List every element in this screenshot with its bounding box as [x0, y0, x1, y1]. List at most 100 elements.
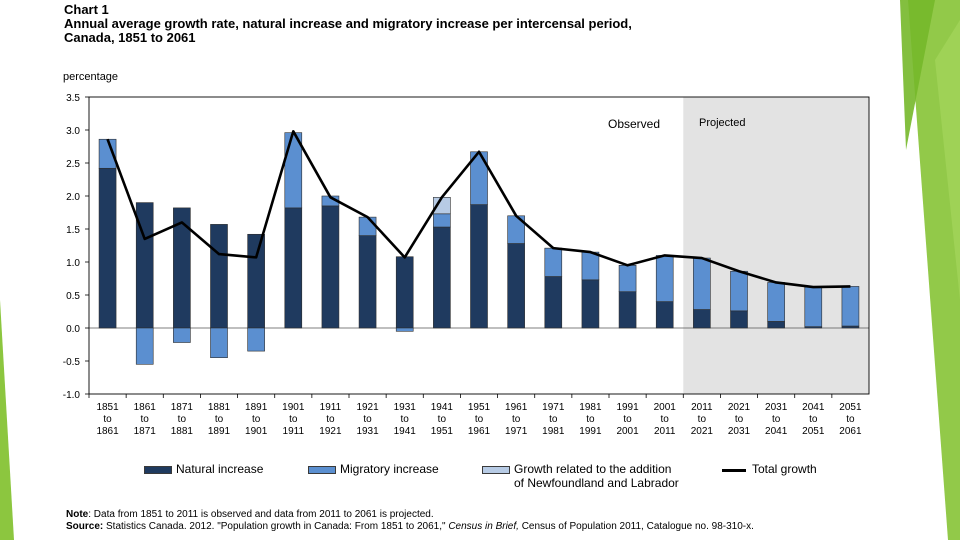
- x-tick-label: to: [661, 414, 670, 425]
- footnote: Note: Data from 1851 to 2011 is observed…: [66, 509, 754, 533]
- x-tick-label: 1911: [320, 402, 342, 413]
- bar-migratory: [544, 247, 563, 277]
- bar-natural: [693, 309, 711, 329]
- bar-migratory: [173, 327, 191, 343]
- x-tick-label: to: [846, 414, 855, 425]
- legend-label-total: Total growth: [752, 462, 817, 476]
- y-tick-label: 2.5: [66, 159, 80, 170]
- x-tick-label: 2051: [802, 426, 825, 437]
- bar-natural: [544, 276, 563, 329]
- x-tick-label: 1891: [245, 402, 268, 413]
- x-tick-label: 1901: [282, 402, 305, 413]
- x-tick-label: to: [401, 414, 410, 425]
- source-text-2: Census of Population 2011, Catalogue no.…: [518, 521, 754, 532]
- legend-label-newfoundland-1: Growth related to the addition: [514, 462, 672, 476]
- legend-line-total: [722, 469, 746, 472]
- x-tick-label: 1981: [542, 426, 565, 437]
- bar-natural: [98, 167, 117, 329]
- y-tick-label: -1.0: [63, 390, 81, 401]
- x-tick-label: 1971: [505, 426, 528, 437]
- chart-title-line-2: Canada, 1851 to 2061: [64, 30, 196, 45]
- x-tick-label: to: [103, 414, 112, 425]
- y-tick-label: -0.5: [63, 357, 81, 368]
- bar-natural: [247, 233, 265, 329]
- x-tick-label: 1981: [579, 402, 602, 413]
- y-tick-label: 0.5: [66, 291, 80, 302]
- x-tick-label: to: [735, 414, 744, 425]
- x-tick-label: 1961: [505, 402, 528, 413]
- x-tick-label: 2061: [839, 426, 862, 437]
- y-tick-label: 3.5: [66, 93, 80, 104]
- legend-swatch-migratory: [308, 466, 336, 474]
- x-tick-label: 1921: [319, 426, 342, 437]
- bar-migratory: [767, 282, 785, 322]
- x-tick-label: 1991: [616, 402, 639, 413]
- x-tick-label: 1861: [134, 402, 157, 413]
- x-tick-label: 1971: [542, 402, 565, 413]
- x-tick-label: 1901: [245, 426, 268, 437]
- annotation-observed: Observed: [608, 117, 660, 131]
- x-tick-label: 1871: [171, 402, 194, 413]
- x-tick-label: 1951: [431, 426, 454, 437]
- source-italic: Census in Brief,: [445, 521, 519, 532]
- y-tick-label: 1.5: [66, 225, 80, 236]
- bar-natural: [321, 205, 340, 329]
- x-tick-label: to: [363, 414, 372, 425]
- bar-natural: [730, 310, 748, 329]
- x-tick-label: 1851: [96, 402, 119, 413]
- y-tick-label: 0.0: [66, 324, 80, 335]
- bar-natural: [618, 291, 637, 329]
- y-tick-label: 2.0: [66, 192, 80, 203]
- bar-natural: [284, 207, 303, 329]
- bar-natural: [358, 235, 377, 329]
- bar-chart: 3.5 3.0 2.5 2.0 1.5 1.0 0.5 0.0 -0.5 -1.0 percenta…: [63, 71, 870, 437]
- x-tick-label: 2041: [765, 426, 788, 437]
- x-tick-label: 2001: [654, 402, 677, 413]
- x-tick-label: 2001: [616, 426, 639, 437]
- legend-swatch-natural: [144, 466, 172, 474]
- x-tick-label: to: [252, 414, 261, 425]
- x-tick-label: 2021: [728, 402, 751, 413]
- bar-natural: [581, 279, 600, 329]
- x-tick-label: 2011: [654, 426, 676, 437]
- source-text: Statistics Canada. 2012. "Population gro…: [103, 521, 446, 532]
- x-tick-label: to: [512, 414, 521, 425]
- bar-migratory: [247, 327, 265, 352]
- footnote-note-line: Note: Data from 1851 to 2011 is observed…: [66, 509, 754, 521]
- bar-natural: [433, 226, 451, 329]
- bar-migratory: [395, 327, 414, 332]
- x-tick-label: 1941: [431, 402, 454, 413]
- x-tick-label: 2011: [691, 402, 713, 413]
- x-tick-label: 2021: [691, 426, 714, 437]
- chart-number: Chart 1: [64, 2, 109, 17]
- legend-label-natural: Natural increase: [176, 462, 264, 476]
- bar-migratory: [135, 327, 154, 365]
- note-label: Note: [66, 509, 89, 520]
- x-tick-label: 1871: [134, 426, 157, 437]
- x-tick-label: to: [438, 414, 447, 425]
- legend-label-migratory: Migratory increase: [340, 462, 439, 476]
- bar-natural: [655, 301, 674, 329]
- x-tick-label: to: [141, 414, 150, 425]
- source-label: Source:: [66, 521, 104, 532]
- x-tick-label: 1991: [579, 426, 602, 437]
- x-tick-label: to: [623, 414, 632, 425]
- chart-legend: Natural increase Migratory increase Grow…: [140, 462, 840, 494]
- x-tick-label: 1921: [356, 402, 379, 413]
- footnote-source-line: Source: Statistics Canada. 2012. "Popula…: [66, 521, 754, 533]
- bar-migratory: [804, 286, 823, 327]
- x-tick-label: to: [215, 414, 224, 425]
- x-tick-label: 1931: [356, 426, 379, 437]
- x-tick-label: 1931: [394, 402, 417, 413]
- x-tick-label: to: [809, 414, 818, 425]
- x-tick-label: 1881: [208, 402, 231, 413]
- x-tick-label: to: [549, 414, 558, 425]
- x-tick-label: 1941: [394, 426, 417, 437]
- x-tick-label: 1891: [208, 426, 231, 437]
- legend-swatch-newfoundland: [482, 466, 510, 474]
- bar-migratory: [581, 251, 600, 281]
- x-tick-label: to: [178, 414, 187, 425]
- bar-natural: [470, 204, 488, 329]
- bar-migratory: [730, 270, 748, 312]
